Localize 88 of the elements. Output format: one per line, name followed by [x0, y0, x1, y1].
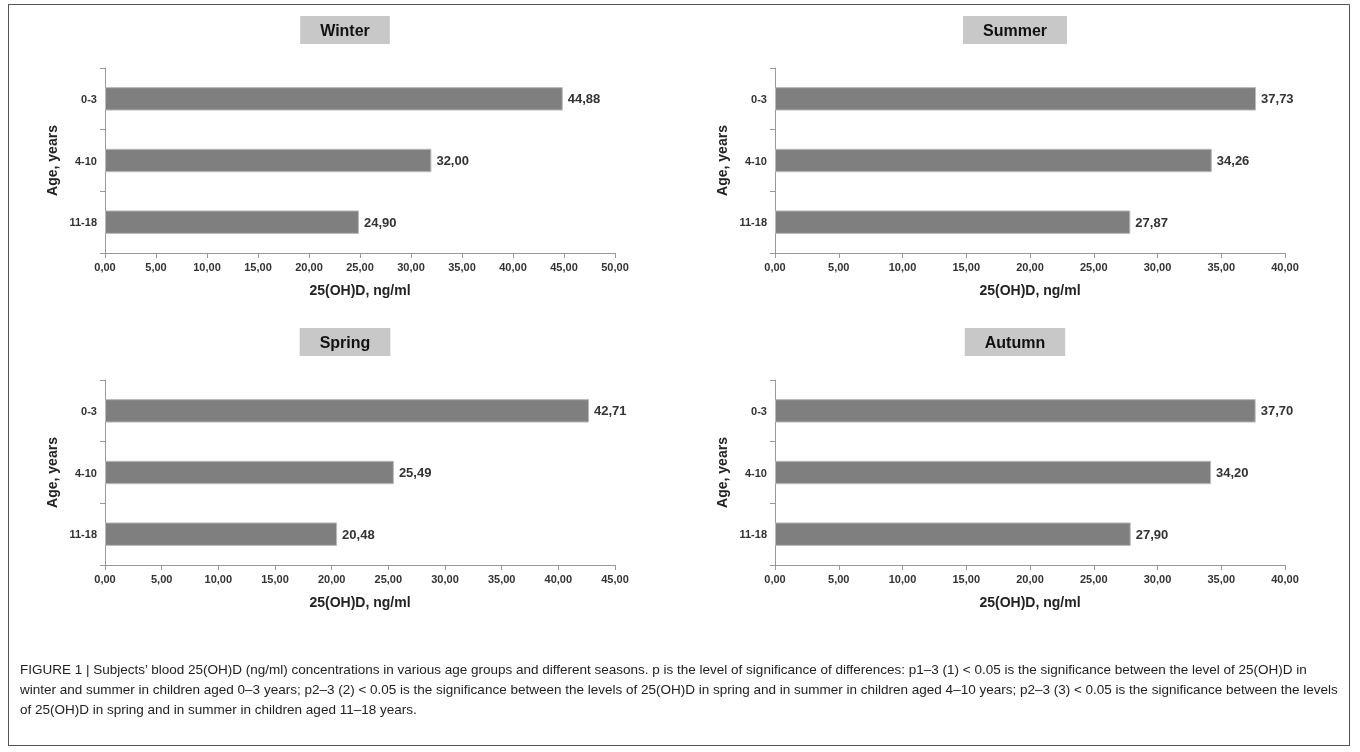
data-label: 37,70 [1260, 403, 1294, 419]
x-tick-label: 25,00 [346, 260, 374, 273]
x-axis-title: 25(OH)D, ng/ml [309, 594, 411, 610]
data-label: 32,00 [436, 153, 469, 168]
x-tick-label: 25,00 [1079, 572, 1108, 585]
x-tick-label: 25,00 [374, 572, 403, 585]
bar [775, 399, 1256, 423]
x-tick-label: 15,00 [952, 260, 981, 273]
x-tick-label: 25,00 [1079, 260, 1108, 273]
x-tick-label: 10,00 [204, 572, 233, 585]
data-label: 34,26 [1216, 153, 1250, 168]
x-tick-label: 30,00 [397, 260, 425, 273]
bar [775, 460, 1212, 485]
x-tick-label: 5,00 [828, 260, 850, 273]
y-tick-label: 11-18 [739, 216, 767, 229]
x-tick-label: 20,00 [295, 260, 323, 273]
bar [775, 210, 1131, 234]
x-tick-label: 40,00 [544, 572, 573, 585]
x-tick-label: 0,00 [764, 572, 786, 585]
x-tick-label: 10,00 [888, 572, 917, 585]
bar [105, 460, 394, 485]
x-tick-label: 45,00 [550, 260, 578, 273]
y-tick-label: 11-18 [739, 528, 767, 541]
x-tick-label: 15,00 [952, 572, 981, 585]
x-tick-label: 40,00 [1271, 260, 1299, 273]
y-tick-label: 4-10 [74, 154, 97, 167]
data-label: 25,49 [398, 465, 432, 480]
y-tick-label: 0-3 [751, 404, 767, 417]
x-tick-label: 5,00 [145, 260, 167, 273]
x-axis-title: 25(OH)D, ng/ml [979, 594, 1081, 610]
x-tick-label: 35,00 [1207, 572, 1236, 585]
y-tick-label: 11-18 [69, 528, 97, 541]
x-tick-label: 30,00 [1143, 572, 1172, 585]
x-tick-label: 20,00 [317, 572, 346, 585]
x-tick-label: 20,00 [1016, 572, 1044, 585]
x-tick-label: 10,00 [193, 260, 221, 273]
data-label: 20,48 [342, 526, 375, 542]
data-label: 44,88 [567, 91, 601, 107]
x-tick-label: 50,00 [601, 260, 629, 273]
bar [105, 87, 563, 111]
x-tick-label: 0,00 [764, 260, 786, 273]
y-tick-label: 0-3 [751, 92, 767, 105]
y-tick-label: 11-18 [69, 216, 97, 229]
y-axis-title: Age, years [713, 124, 730, 196]
data-label: 27,90 [1135, 526, 1169, 542]
x-tick-label: 5,00 [150, 572, 173, 585]
data-label: 37,73 [1261, 91, 1294, 107]
x-axis-title: 25(OH)D, ng/ml [979, 282, 1081, 298]
data-label: 34,20 [1216, 465, 1249, 480]
bar [105, 148, 432, 173]
y-tick-label: 4-10 [74, 466, 97, 479]
y-tick-label: 0-3 [81, 92, 97, 105]
x-tick-label: 15,00 [261, 572, 289, 585]
x-tick-label: 15,00 [244, 260, 272, 273]
chart-title: Autumn [984, 333, 1046, 351]
x-tick-label: 35,00 [1207, 260, 1236, 273]
x-tick-label: 0,00 [94, 260, 116, 273]
chart-title: Summer [982, 21, 1048, 39]
y-tick-label: 4-10 [744, 466, 767, 479]
data-label: 24,90 [363, 214, 397, 230]
x-tick-label: 40,00 [1271, 572, 1299, 585]
bar [775, 87, 1257, 111]
x-axis-title: 25(OH)D, ng/ml [309, 282, 411, 298]
bar [105, 522, 338, 546]
x-tick-label: 35,00 [487, 572, 516, 585]
x-tick-label: 0,00 [94, 572, 116, 585]
y-axis-title: Age, years [713, 436, 730, 508]
x-tick-label: 30,00 [1143, 260, 1172, 273]
caption: FIGURE 1 | Subjects’ blood 25(OH)D (ng/ml) concentrations in various age groups and different seasons. p is the level of significance of differences: p1–3 (1) < 0.05 is the significance between the level of 25(OH)D in winter and summer in children aged 0–3 years; p2–3 (2) < 0.05 is the significance between the levels of 25(OH)D in spring and in summer in children aged 4–10 years; p2–3 (3) < 0.05 is the significance between the levels of 25(OH)D in spring and in summer in children aged 11–18 years. [20, 661, 1339, 719]
bar [105, 399, 590, 423]
data-label: 42,71 [594, 403, 627, 419]
x-tick-label: 40,00 [499, 260, 527, 273]
data-label: 27,87 [1135, 214, 1168, 230]
y-tick-label: 0-3 [81, 404, 97, 417]
x-tick-label: 5,00 [828, 572, 850, 585]
y-axis-title: Age, years [43, 436, 60, 508]
x-tick-label: 35,00 [448, 260, 476, 273]
bar [775, 148, 1212, 173]
y-axis-title: Age, years [43, 124, 60, 196]
x-tick-label: 30,00 [431, 572, 459, 585]
bar [105, 210, 359, 234]
x-tick-label: 20,00 [1016, 260, 1044, 273]
x-tick-label: 10,00 [888, 260, 917, 273]
bar [775, 522, 1131, 546]
y-tick-label: 4-10 [744, 154, 767, 167]
chart-title: Spring [319, 333, 371, 351]
chart-title: Winter [320, 21, 370, 39]
x-tick-label: 45,00 [601, 572, 629, 585]
